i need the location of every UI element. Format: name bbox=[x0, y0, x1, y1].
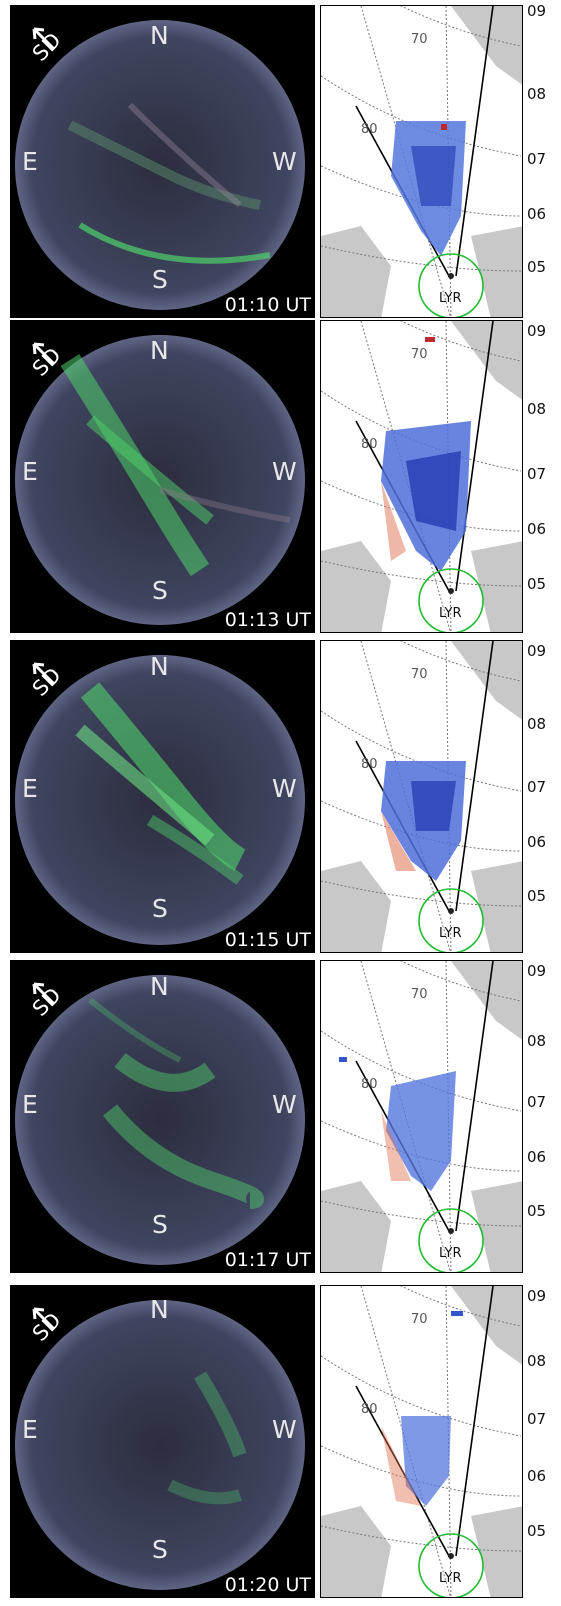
south-label: S bbox=[152, 894, 168, 923]
panel-row-5: SD N E W S 01:20 UT 70 80 LYR bbox=[0, 1285, 561, 1601]
tick-label: 07 bbox=[527, 150, 547, 168]
east-label: E bbox=[22, 457, 38, 486]
north-label: N bbox=[150, 1295, 169, 1324]
radar-map: 70 80 LYR bbox=[320, 320, 523, 633]
sd-arrow-icon: SD bbox=[28, 660, 70, 701]
all-sky-image: SD N E W S 01:20 UT bbox=[10, 1285, 315, 1598]
lat-80-label: 80 bbox=[361, 757, 378, 772]
tick-label: 09 bbox=[527, 2, 547, 20]
radar-map: 70 80 LYR bbox=[320, 1285, 523, 1598]
tick-label: 05 bbox=[527, 1522, 547, 1540]
east-label: E bbox=[22, 774, 38, 803]
tick-label: 07 bbox=[527, 465, 547, 483]
radar-plot bbox=[321, 321, 522, 632]
lat-70-label: 70 bbox=[411, 32, 428, 47]
west-label: W bbox=[272, 774, 297, 803]
all-sky-image: SD N E W S 01:10 UT bbox=[10, 5, 315, 318]
station-label: LYR bbox=[439, 606, 462, 621]
timestamp: 01:20 UT bbox=[224, 1574, 311, 1596]
east-label: E bbox=[22, 147, 38, 176]
west-label: W bbox=[272, 1090, 297, 1119]
tick-label: 05 bbox=[527, 887, 547, 905]
sd-arrow-icon: SD bbox=[28, 25, 70, 66]
station-label: LYR bbox=[439, 926, 462, 941]
radar-plot bbox=[321, 961, 522, 1272]
tick-label: 09 bbox=[527, 642, 547, 660]
north-label: N bbox=[150, 336, 169, 365]
sd-arrow-icon: SD bbox=[28, 340, 70, 381]
tick-label: 05 bbox=[527, 1202, 547, 1220]
lat-70-label: 70 bbox=[411, 667, 428, 682]
station-label: LYR bbox=[439, 1246, 462, 1261]
south-label: S bbox=[152, 576, 168, 605]
sky-dome bbox=[15, 975, 305, 1265]
tick-label: 06 bbox=[527, 520, 547, 538]
south-label: S bbox=[152, 1210, 168, 1239]
all-sky-image: SD N E W S 01:17 UT bbox=[10, 960, 315, 1273]
tick-label: 07 bbox=[527, 1410, 547, 1428]
all-sky-image: SD N E W S 01:15 UT bbox=[10, 640, 315, 953]
north-label: N bbox=[150, 21, 169, 50]
tick-label: 08 bbox=[527, 1352, 547, 1370]
lat-70-label: 70 bbox=[411, 347, 428, 362]
east-label: E bbox=[22, 1415, 38, 1444]
panel-row-4: SD N E W S 01:17 UT 70 80 LYR bbox=[0, 960, 561, 1276]
sky-dome bbox=[15, 335, 305, 625]
tick-label: 06 bbox=[527, 1148, 547, 1166]
north-label: N bbox=[150, 972, 169, 1001]
radar-plot bbox=[321, 1286, 522, 1597]
tick-label: 06 bbox=[527, 833, 547, 851]
lat-80-label: 80 bbox=[361, 1077, 378, 1092]
timestamp: 01:13 UT bbox=[224, 609, 311, 631]
tick-label: 08 bbox=[527, 85, 547, 103]
west-label: W bbox=[272, 457, 297, 486]
tick-label: 09 bbox=[527, 1287, 547, 1305]
sd-arrow-icon: SD bbox=[28, 980, 70, 1021]
sd-arrow-icon: SD bbox=[28, 1305, 70, 1346]
south-label: S bbox=[152, 1535, 168, 1564]
station-label: LYR bbox=[439, 291, 462, 306]
tick-label: 06 bbox=[527, 205, 547, 223]
lat-70-label: 70 bbox=[411, 1312, 428, 1327]
tick-label: 05 bbox=[527, 575, 547, 593]
tick-label: 05 bbox=[527, 258, 547, 276]
tick-label: 07 bbox=[527, 778, 547, 796]
tick-label: 08 bbox=[527, 715, 547, 733]
panel-row-1: SD N E W S 01:10 UT 70 80 LYR bbox=[0, 5, 561, 321]
tick-label: 09 bbox=[527, 962, 547, 980]
panel-row-2: SD N E W S 01:13 UT 70 80 LY bbox=[0, 320, 561, 636]
tick-label: 06 bbox=[527, 1467, 547, 1485]
tick-label: 07 bbox=[527, 1093, 547, 1111]
north-label: N bbox=[150, 652, 169, 681]
south-label: S bbox=[152, 265, 168, 294]
timestamp: 01:15 UT bbox=[224, 929, 311, 951]
lat-80-label: 80 bbox=[361, 122, 378, 137]
radar-map: 70 80 LYR bbox=[320, 640, 523, 953]
radar-plot bbox=[321, 6, 522, 317]
west-label: W bbox=[272, 147, 297, 176]
timestamp: 01:10 UT bbox=[224, 294, 311, 316]
all-sky-image: SD N E W S 01:13 UT bbox=[10, 320, 315, 633]
tick-label: 08 bbox=[527, 1032, 547, 1050]
tick-label: 08 bbox=[527, 400, 547, 418]
timestamp: 01:17 UT bbox=[224, 1249, 311, 1271]
radar-map: 70 80 LYR bbox=[320, 960, 523, 1273]
sky-dome bbox=[15, 655, 305, 945]
radar-map: 70 80 LYR bbox=[320, 5, 523, 318]
station-label: LYR bbox=[439, 1571, 462, 1586]
radar-plot bbox=[321, 641, 522, 952]
west-label: W bbox=[272, 1415, 297, 1444]
lat-70-label: 70 bbox=[411, 987, 428, 1002]
lat-80-label: 80 bbox=[361, 437, 378, 452]
sky-dome bbox=[15, 1300, 305, 1590]
panel-row-3: SD N E W S 01:15 UT 70 80 LYR bbox=[0, 640, 561, 956]
east-label: E bbox=[22, 1090, 38, 1119]
sky-dome bbox=[15, 20, 305, 310]
tick-label: 09 bbox=[527, 322, 547, 340]
lat-80-label: 80 bbox=[361, 1402, 378, 1417]
